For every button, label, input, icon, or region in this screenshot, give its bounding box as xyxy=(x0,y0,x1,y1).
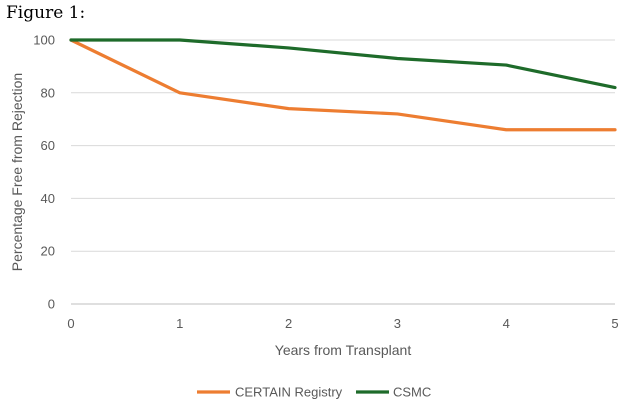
series-lines xyxy=(69,38,617,132)
x-axis-title: Years from Transplant xyxy=(275,342,412,358)
x-tick-label: 4 xyxy=(503,316,510,331)
y-tick-label: 60 xyxy=(41,138,55,153)
data-point xyxy=(613,128,617,132)
y-axis-title: Percentage Free from Rejection xyxy=(9,73,25,271)
y-tick-label: 0 xyxy=(48,297,55,312)
x-tick-label: 3 xyxy=(394,316,401,331)
data-point xyxy=(178,38,182,42)
data-point xyxy=(178,91,182,95)
y-tick-label: 20 xyxy=(41,244,55,259)
x-tick-label: 2 xyxy=(285,316,292,331)
legend-label: CSMC xyxy=(393,385,431,400)
series-line-0 xyxy=(69,38,617,132)
data-point xyxy=(395,56,399,60)
data-point xyxy=(504,128,508,132)
data-point xyxy=(69,38,73,42)
figure-caption: Figure 1: xyxy=(6,3,86,23)
y-tick-label: 80 xyxy=(41,85,55,100)
series-line-1 xyxy=(69,38,617,90)
data-point xyxy=(395,112,399,116)
data-point xyxy=(613,86,617,90)
legend: CERTAIN Registry CSMC xyxy=(197,385,431,400)
legend-label: CERTAIN Registry xyxy=(235,385,343,400)
gridlines xyxy=(71,39,615,252)
x-tick-label: 1 xyxy=(176,316,183,331)
data-point xyxy=(287,46,291,50)
x-tick-label: 0 xyxy=(67,316,74,331)
data-point xyxy=(504,63,508,67)
axes: 0 20 40 60 80 100 0 1 2 3 4 5 xyxy=(33,33,618,332)
y-tick-label: 100 xyxy=(33,33,55,48)
data-point xyxy=(287,107,291,111)
y-tick-label: 40 xyxy=(41,191,55,206)
x-tick-label: 5 xyxy=(611,316,618,331)
